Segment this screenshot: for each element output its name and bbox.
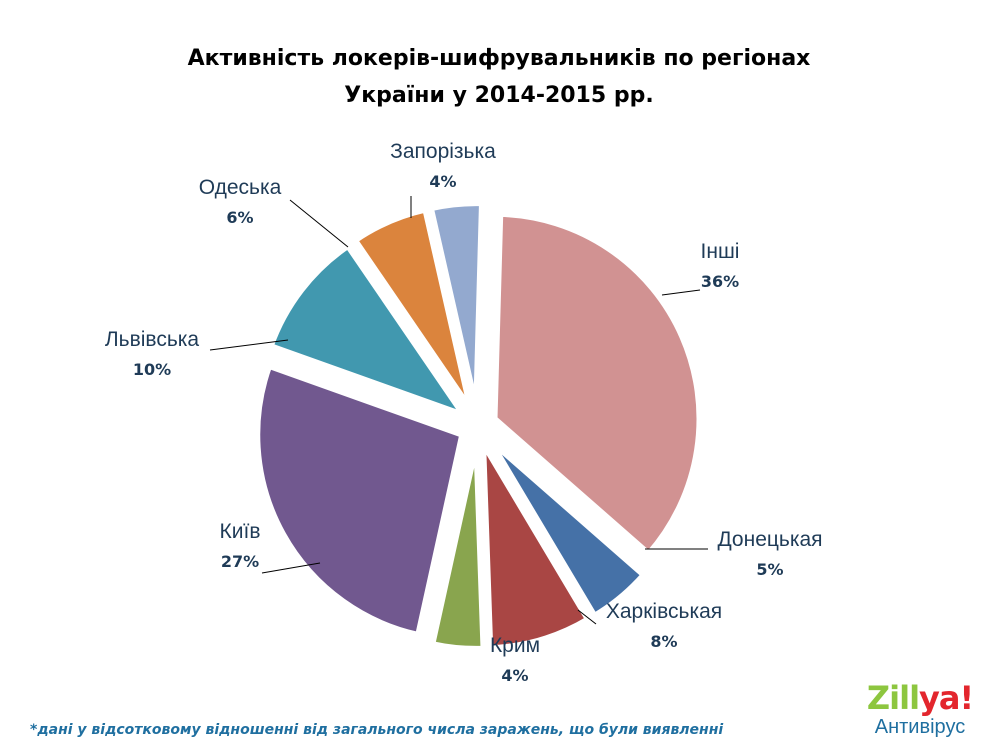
zillya-logo: Zillya! Антивірус [860, 680, 980, 738]
logo-brand-accent: ya! [919, 679, 974, 717]
slice-name-label-2: Донецькая [717, 528, 822, 551]
slice-name-label-8: Запорізька [390, 140, 496, 163]
leader-line-6 [209, 339, 289, 351]
slice-name-label-5: Київ [220, 520, 261, 543]
slice-value-label-2: 5% [756, 560, 783, 579]
slice-name-label-6: Львівська [105, 328, 200, 351]
leader-line-5 [261, 562, 321, 574]
pie-slice-5 [254, 362, 466, 639]
leader-line-7 [289, 199, 349, 248]
slice-value-label-8: 4% [429, 172, 456, 191]
pie-slice-8 [427, 200, 486, 409]
pie-slices [254, 200, 703, 652]
pie-slice-4 [428, 443, 487, 652]
slice-value-label-5: 27% [221, 552, 259, 571]
slice-name-label-3: Харківськая [606, 600, 722, 623]
footnote: *дані у відсотковому відношенні від зага… [30, 722, 724, 738]
slice-name-label-1: Інші [701, 240, 740, 263]
pie-slice-3 [480, 441, 593, 652]
leader-lines [209, 196, 708, 625]
pie-slice-7 [350, 206, 474, 412]
slice-name-label-4: Крим [490, 634, 540, 657]
logo-brand-main: Zill [866, 679, 920, 717]
slice-value-label-1: 36% [701, 272, 739, 291]
slice-value-label-6: 10% [133, 360, 171, 379]
pie-slice-2 [486, 437, 648, 621]
pie-slice-1 [491, 210, 703, 559]
slice-value-label-7: 6% [226, 208, 253, 227]
leader-line-1 [661, 289, 701, 296]
chart-title: Активність локерів-шифрувальників по рег… [0, 40, 998, 114]
logo-subtitle: Антивірус [874, 716, 966, 738]
chart-title-line-2: України у 2014-2015 рр. [344, 83, 654, 108]
slice-value-label-3: 8% [650, 632, 677, 651]
slice-value-label-4: 4% [501, 666, 528, 685]
slice-labels: Інші 36% Донецькая 5% Харківськая 8% Крим 4% Киї… [105, 140, 823, 685]
chart-title-line-1: Активність локерів-шифрувальників по рег… [187, 46, 811, 71]
logo-brand: Zillya! [860, 680, 980, 716]
leader-line-3 [577, 609, 597, 625]
pie-slice-6 [266, 241, 472, 421]
slice-name-label-7: Одеська [199, 176, 282, 199]
